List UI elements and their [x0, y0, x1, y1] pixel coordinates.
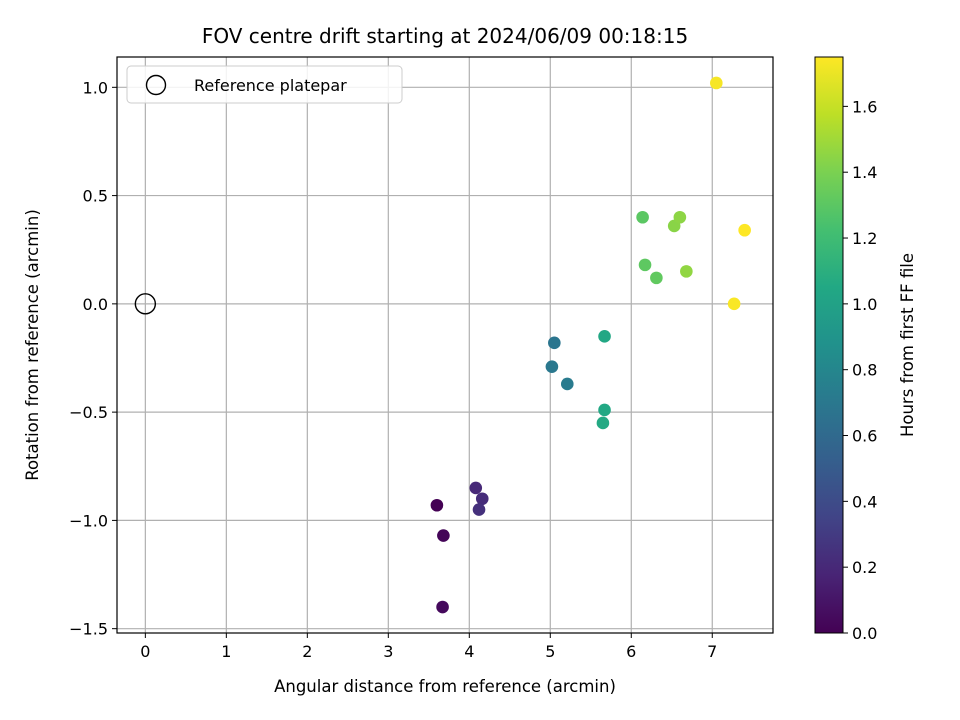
data-point — [738, 223, 751, 237]
data-point — [437, 529, 450, 542]
colorbar-tick-label: 1.4 — [852, 163, 877, 182]
y-tick-label: 1.0 — [83, 78, 108, 97]
y-tick-label: −0.5 — [69, 403, 108, 422]
x-tick-label: 1 — [221, 642, 231, 661]
data-point — [650, 271, 663, 285]
colorbar-tick-label: 0.0 — [852, 624, 877, 643]
colorbar-tick-label: 0.6 — [852, 427, 877, 446]
y-tick-label: 0.0 — [83, 295, 108, 314]
x-tick-label: 7 — [707, 642, 717, 661]
data-point — [596, 416, 610, 430]
colorbar-tick-label: 1.6 — [852, 97, 877, 116]
legend-reference-label: Reference platepar — [194, 76, 347, 95]
data-point — [472, 503, 486, 516]
y-tick-label: −1.0 — [69, 511, 108, 530]
x-tick-label: 6 — [626, 642, 636, 661]
grid — [117, 57, 773, 633]
data-point — [475, 492, 489, 506]
colorbar-gradient — [814, 56, 844, 634]
legend-box — [126, 65, 403, 104]
x-axis-ticks: 0 1 2 3 4 5 6 7 — [140, 633, 717, 661]
data-point — [598, 403, 611, 417]
data-point — [548, 336, 561, 350]
chart-title: FOV centre drift starting at 2024/06/09 … — [202, 24, 688, 48]
data-point — [598, 330, 611, 343]
y-axis-ticks: −1.5 −1.0 −0.5 0.0 0.5 1.0 — [69, 78, 117, 639]
data-point — [469, 481, 483, 495]
x-tick-label: 2 — [302, 642, 312, 661]
x-axis-label: Angular distance from reference (arcmin) — [274, 677, 616, 696]
colorbar-tick-label: 0.4 — [852, 492, 877, 511]
data-point — [680, 265, 693, 278]
colorbar: 0.0 0.2 0.4 0.6 0.8 1.0 1.2 1.4 1.6 Hours from f… — [814, 56, 917, 643]
data-point — [710, 76, 723, 90]
data-point — [545, 360, 559, 373]
y-tick-label: −1.5 — [69, 620, 108, 639]
y-axis-label: Rotation from reference (arcmin) — [23, 209, 42, 481]
x-tick-label: 5 — [545, 642, 555, 661]
data-point — [636, 210, 649, 224]
colorbar-label: Hours from first FF file — [898, 253, 917, 437]
data-point — [430, 498, 444, 512]
colorbar-tick-label: 0.2 — [852, 558, 877, 577]
y-tick-label: 0.5 — [83, 187, 108, 206]
colorbar-tick-label: 0.8 — [852, 361, 877, 380]
data-point — [638, 258, 652, 272]
data-points — [430, 76, 751, 614]
x-tick-label: 0 — [140, 642, 150, 661]
data-point — [673, 210, 687, 224]
colorbar-tick-label: 1.2 — [852, 229, 877, 248]
plot-frame — [116, 56, 774, 634]
reference-platepar-marker — [134, 293, 157, 315]
reference-layer — [134, 293, 157, 315]
x-tick-label: 4 — [464, 642, 474, 661]
data-point — [560, 377, 574, 391]
legend-reference-marker — [145, 74, 167, 96]
x-tick-label: 3 — [383, 642, 393, 661]
colorbar-ticks: 0.0 0.2 0.4 0.6 0.8 1.0 1.2 1.4 1.6 — [843, 97, 877, 643]
legend: Reference platepar — [126, 65, 403, 104]
data-point — [727, 297, 741, 311]
colorbar-tick-label: 1.0 — [852, 295, 877, 314]
data-point — [436, 600, 449, 614]
